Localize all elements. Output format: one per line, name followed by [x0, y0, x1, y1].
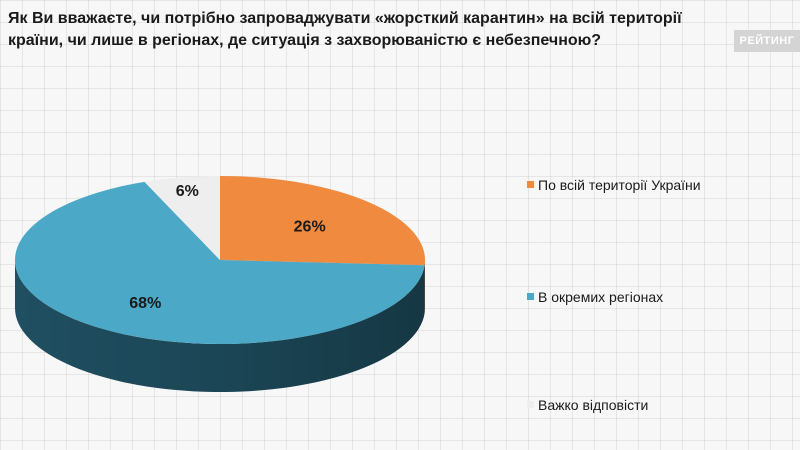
pie-tops: [15, 176, 426, 344]
pie-chart: 26% 68% 6%: [14, 176, 426, 393]
legend-label-all-country: По всій території України: [538, 177, 701, 193]
pie-slice-regions: [15, 181, 425, 344]
pie-slice-hard-to-say: [144, 176, 220, 260]
pie-slice-all-country: [220, 176, 426, 266]
pie-side-shading: [15, 260, 425, 392]
chart-title: Як Ви вважаєте, чи потрібно запроваджува…: [8, 10, 682, 49]
pie-labels: 26% 68% 6%: [129, 183, 325, 312]
legend-label-regions: В окремих регіонах: [538, 289, 664, 305]
brand-logo: РЕЙТИНГ: [734, 30, 800, 52]
pie-sides: [14, 260, 425, 393]
legend-swatch-all-country: [527, 181, 534, 188]
data-label-hard-to-say: 6%: [176, 183, 199, 200]
data-label-all-country: 26%: [294, 219, 326, 236]
legend-swatch-regions: [527, 293, 534, 300]
legend-swatch-hard-to-say: [527, 401, 534, 408]
legend-label-hard-to-say: Важко відповісти: [538, 397, 649, 413]
data-label-regions: 68%: [129, 295, 161, 312]
